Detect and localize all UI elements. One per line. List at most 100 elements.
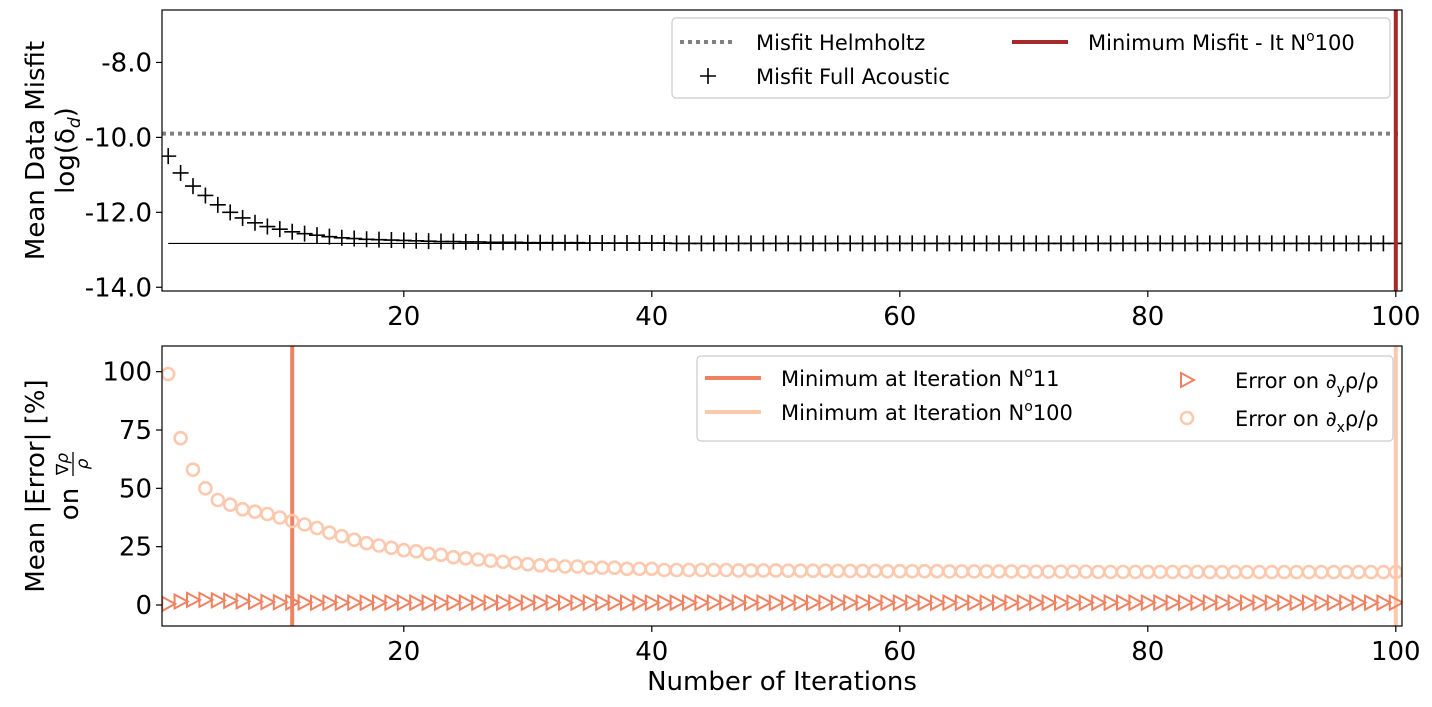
data-point (384, 540, 399, 556)
data-point (346, 532, 362, 547)
plot-area (162, 10, 1402, 291)
legend-entry: Error on ∂xρ/ρ (1179, 407, 1379, 436)
data-point (162, 595, 178, 613)
data-point (805, 563, 821, 579)
data-point (173, 592, 190, 611)
data-point (954, 593, 971, 612)
data-point (991, 564, 1007, 579)
y-tick-label: -10.0 (85, 123, 152, 153)
axes-frame (161, 345, 1403, 627)
data-point (483, 553, 498, 568)
data-point (533, 593, 550, 612)
data-point (372, 593, 389, 612)
data-point (162, 366, 176, 382)
data-point (1041, 593, 1058, 612)
series-4 (162, 366, 1402, 580)
data-point (1103, 564, 1118, 580)
data-point (1103, 593, 1120, 612)
data-point (756, 563, 771, 578)
plot-area (162, 346, 1402, 626)
legend-entry: Minimum at Iteration No11 (705, 365, 1060, 391)
data-point (1277, 593, 1294, 612)
data-point (421, 546, 436, 561)
y-tick-label: 100 (102, 358, 152, 388)
data-point (1178, 593, 1195, 612)
data-point (471, 593, 488, 612)
data-point (532, 558, 548, 573)
data-point (309, 520, 325, 536)
data-point (1066, 564, 1081, 579)
data-point (1276, 564, 1292, 580)
data-point (272, 510, 288, 525)
data-point (1351, 564, 1366, 580)
data-point (285, 593, 302, 612)
data-point (396, 542, 412, 558)
chart-panel-2: 0 25 50 75 100 20 40 60 80 100 Mean |Error| [%] on ∇… (21, 345, 1421, 697)
data-point (396, 593, 413, 612)
data-point (954, 564, 970, 579)
y-axis-label-on: on (55, 488, 85, 520)
chart-panel-1: -14.0 -12.0 -10.0 -8.0 20 40 60 80 100 Mean Data … (21, 9, 1421, 332)
y-axis-label: Mean Data Misfit (21, 41, 51, 260)
data-point (1128, 593, 1145, 612)
data-point (731, 563, 746, 578)
data-point (1289, 564, 1304, 580)
y-tick-label: 50 (119, 474, 152, 504)
data-point (434, 593, 451, 612)
data-point (1338, 564, 1354, 580)
data-point (520, 556, 536, 572)
y-axis-label-fraction: ∇ρ ρ (53, 452, 93, 476)
data-point (384, 593, 401, 612)
data-point (446, 593, 463, 612)
data-point (731, 593, 748, 612)
data-point (942, 564, 957, 579)
x-tick-label: 20 (387, 302, 420, 332)
data-point (1016, 564, 1032, 579)
data-point (545, 593, 562, 612)
axes-frame (161, 9, 1403, 292)
data-point (1128, 564, 1143, 580)
data-point (520, 593, 537, 612)
data-point (1227, 593, 1244, 612)
data-point (1326, 593, 1343, 612)
data-point (905, 593, 922, 612)
data-point (744, 593, 761, 612)
data-point (1165, 564, 1180, 580)
data-point (198, 591, 215, 609)
data-point (1326, 564, 1342, 580)
data-point (371, 538, 387, 553)
legend-label: Misfit Helmholtz (756, 31, 925, 55)
data-point (1227, 564, 1242, 580)
x-tick-label: 20 (387, 637, 420, 667)
data-point (198, 481, 213, 496)
data-point (1240, 593, 1257, 612)
data-point (310, 593, 327, 612)
data-point (594, 560, 610, 575)
data-point (470, 552, 486, 567)
data-point (1004, 564, 1019, 579)
data-point (694, 562, 709, 578)
data-point (172, 164, 189, 181)
legend-entry: Misfit Full Acoustic (700, 65, 950, 89)
x-axis-label: Number of Iterations (647, 667, 917, 697)
data-point (347, 593, 364, 612)
data-point (867, 563, 883, 579)
legend-handle (700, 68, 716, 84)
data-point (644, 593, 661, 612)
data-point (967, 593, 984, 612)
legend-entry: Minimum Misfit - It No100 (1012, 29, 1355, 55)
data-point (210, 492, 226, 508)
data-point (880, 593, 897, 612)
x-tick-label: 40 (635, 637, 668, 667)
data-point (1152, 564, 1168, 580)
data-point (756, 593, 773, 612)
data-point (644, 561, 660, 577)
data-point (830, 593, 847, 612)
legend-entry: Error on ∂yρ/ρ (1180, 369, 1379, 398)
data-point (582, 593, 599, 612)
data-point (768, 593, 785, 612)
data-point (806, 593, 823, 612)
data-point (247, 504, 263, 519)
data-point (718, 562, 734, 578)
data-point (781, 593, 798, 612)
